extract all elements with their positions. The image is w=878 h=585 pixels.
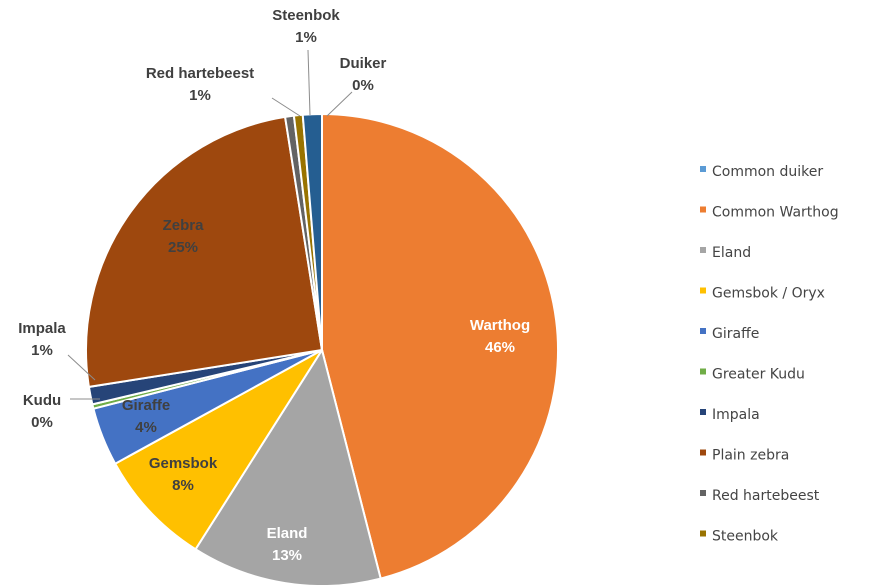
legend-label-common-duiker: Common duiker: [712, 164, 823, 180]
legend-label-giraffe: Giraffe: [712, 326, 759, 342]
data-label-giraffe: Giraffe 4%: [122, 397, 170, 436]
slice-eland: [194, 347, 382, 585]
data-label-kudu: Kudu 0%: [23, 392, 61, 431]
legend-label-plain-zebra: Plain zebra: [712, 448, 789, 464]
legend-label-red-hartebeest: Red hartebeest: [712, 488, 820, 504]
slice-plain-zebra: [85, 115, 324, 389]
legend-label-gemsbok-oryx: Gemsbok / Oryx: [712, 286, 825, 302]
data-label-duiker: Duiker 0%: [340, 55, 387, 94]
leader-line-steenbok: [307, 49, 311, 116]
data-label-gemsbok: Gemsbok 8%: [149, 455, 218, 494]
data-label-impala: Impala 1%: [18, 320, 66, 359]
leader-line-duiker: [326, 91, 353, 117]
legend-marker-plain-zebra: [700, 449, 706, 456]
pie-slices: [85, 112, 559, 585]
legend-label-steenbok: Steenbok: [712, 529, 779, 545]
slice-common-warthog: [321, 112, 559, 580]
legend-label-common-warthog: Common Warthog: [712, 205, 839, 221]
legend-marker-steenbok: [700, 530, 706, 537]
legend: Common duiker Common Warthog Eland Gemsbok …: [700, 164, 839, 545]
legend-label-greater-kudu: Greater Kudu: [712, 367, 805, 383]
leader-lines: [67, 49, 353, 400]
data-labels: Warthog 46% Eland 13% Gemsbok 8% Giraffe 4% Kudu…: [18, 7, 530, 564]
legend-marker-impala: [700, 409, 706, 415]
legend-marker-gemsbok-oryx: [700, 287, 706, 294]
legend-marker-common-duiker: [700, 166, 706, 172]
legend-marker-greater-kudu: [700, 368, 706, 375]
data-label-eland: Eland 13%: [267, 525, 308, 564]
legend-marker-red-hartebeest: [700, 490, 706, 496]
slice-gemsbok-oryx: [113, 349, 323, 551]
data-label-warthog: Warthog 46%: [470, 317, 530, 356]
slice-common-duiker: [301, 112, 323, 351]
data-label-zebra: Zebra 25%: [163, 217, 205, 256]
legend-marker-eland: [700, 247, 706, 253]
legend-marker-giraffe: [700, 328, 706, 334]
data-label-steenbok: Steenbok 1%: [272, 7, 340, 46]
legend-label-eland: Eland: [712, 245, 751, 261]
leader-line-red-hartebeest: [271, 97, 301, 117]
leader-line-impala: [67, 354, 96, 381]
data-label-red-hartebeest: Red hartebeest 1%: [146, 65, 254, 104]
legend-marker-common-warthog: [700, 206, 706, 213]
legend-label-impala: Impala: [712, 407, 760, 423]
